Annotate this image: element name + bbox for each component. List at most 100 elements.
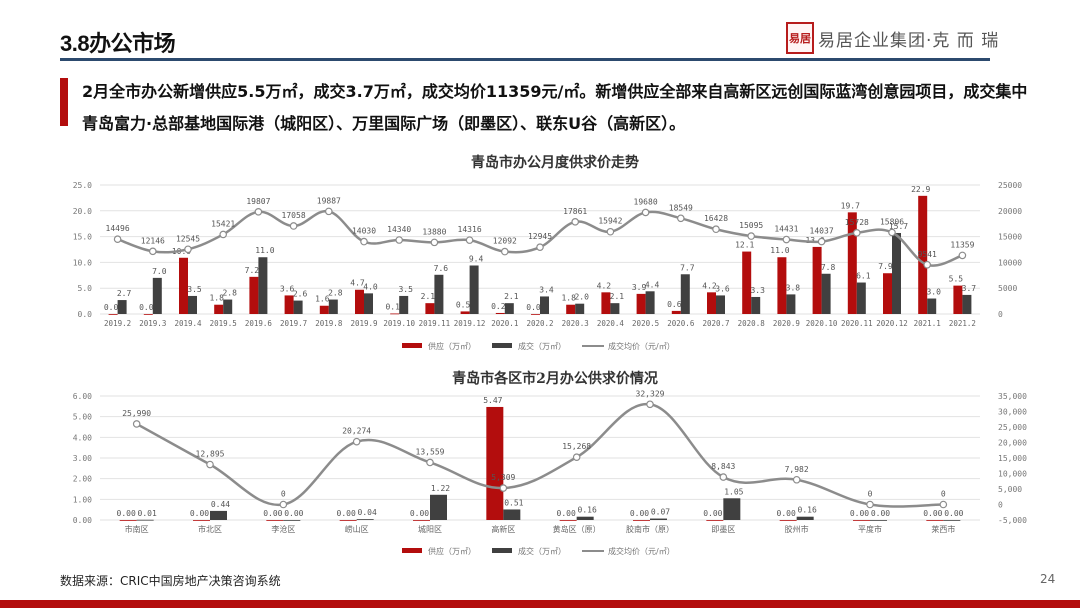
label-price: 15942 <box>598 217 622 226</box>
label-price: 13,559 <box>416 447 445 456</box>
y-tick-left: 3.00 <box>73 454 92 463</box>
price-marker <box>499 484 508 492</box>
label-deal: 2.1 <box>504 292 519 301</box>
y-tick-right: 15,000 <box>998 454 1027 463</box>
bar-deal <box>751 296 761 314</box>
legend-label: 成交（万㎡） <box>518 546 566 556</box>
y-tick-right: 15000 <box>998 233 1022 242</box>
label-deal: 4.0 <box>363 282 378 291</box>
bar-deal <box>796 516 814 520</box>
bar-deal <box>434 274 444 314</box>
bar-supply <box>779 520 797 521</box>
label-deal: 3.6 <box>715 284 730 293</box>
bar-deal <box>786 294 796 314</box>
legend-label: 成交（万㎡） <box>518 341 566 351</box>
price-marker <box>465 236 474 244</box>
bar-supply <box>413 520 430 521</box>
bar-supply <box>812 246 822 314</box>
label-deal: 7.8 <box>821 263 836 272</box>
bar-supply <box>355 289 364 314</box>
label-supply: 0.00 <box>557 509 576 518</box>
x-tick: 2019.12 <box>454 319 486 328</box>
chart-district-plot: 0.00 1.00 2.00 3.00 4.00 5.00 6.00 -5,000 0 5,000… <box>73 389 1027 556</box>
label-deal: 0.44 <box>211 500 230 509</box>
x-tick: 高新区 <box>491 524 515 534</box>
label-deal: 2.7 <box>117 289 132 298</box>
y-tick-left: 0.00 <box>73 516 92 525</box>
x-tick: 2019.11 <box>419 319 451 328</box>
label-price: 19807 <box>246 197 270 206</box>
label-supply: 2.1 <box>421 292 436 301</box>
footer-bar <box>0 600 1080 608</box>
x-tick: 市北区 <box>198 524 222 534</box>
price-marker <box>792 475 801 484</box>
label-deal: 2.0 <box>574 293 589 302</box>
label-supply: 1.8 <box>209 294 224 303</box>
label-supply: 0.0 <box>139 303 154 312</box>
summary-text: 2月全市办公新增供应5.5万㎡，成交3.7万㎡，成交均价11359元/㎡。新增供… <box>82 82 1028 133</box>
legend-label: 成交均价（元/㎡） <box>608 546 675 556</box>
label-price: 0 <box>941 490 946 499</box>
bar-deal <box>650 518 667 520</box>
label-deal: 2.1 <box>610 292 625 301</box>
price-marker <box>571 218 580 226</box>
label-price: 12,895 <box>196 450 225 459</box>
bar-deal <box>504 303 514 314</box>
x-tick: 2021.1 <box>914 319 941 328</box>
price-marker <box>289 222 298 230</box>
bar-supply <box>460 311 470 314</box>
bar-deal <box>503 509 521 520</box>
bar-deal <box>188 295 197 314</box>
bar-deal <box>576 516 594 520</box>
label-supply: 5.5 <box>949 275 964 284</box>
label-deal: 3.0 <box>926 288 941 297</box>
label-deal: 3.3 <box>750 286 765 295</box>
label-deal: 1.22 <box>431 484 450 493</box>
brand-seal-icon: 易居 <box>786 22 814 54</box>
bar-deal <box>210 510 227 520</box>
label-supply: 0.0 <box>104 303 119 312</box>
page-number: 24 <box>1040 572 1056 586</box>
bar-deal <box>223 299 233 314</box>
label-deal: 3.5 <box>187 285 202 294</box>
label-supply: 0.00 <box>777 509 796 518</box>
x-tick: 即墨区 <box>711 525 735 534</box>
bar-deal <box>117 300 127 314</box>
label-deal: 7.6 <box>434 264 449 273</box>
y-tick-right: 35,000 <box>998 392 1027 401</box>
label-price: 18549 <box>669 203 693 212</box>
label-deal: 2.8 <box>222 289 237 298</box>
label-supply: 3.6 <box>280 284 295 293</box>
label-price: 14431 <box>774 225 798 234</box>
price-marker <box>641 208 650 217</box>
label-supply: 0.00 <box>117 509 136 518</box>
price-marker <box>852 229 861 237</box>
bar-deal <box>962 294 972 314</box>
bar-supply <box>486 406 504 520</box>
label-price: 0 <box>868 490 873 499</box>
x-tick: 2020.12 <box>876 319 908 328</box>
price-marker <box>184 245 192 254</box>
y-tick-left: 15.0 <box>73 233 92 242</box>
bar-supply <box>531 314 540 315</box>
y-tick-right: 30,000 <box>998 408 1027 417</box>
label-supply: 12.1 <box>735 241 754 250</box>
price-marker <box>536 243 544 252</box>
label-price: 14037 <box>810 227 834 236</box>
y-tick-right: 0 <box>998 310 1003 319</box>
bar-deal <box>469 265 479 314</box>
label-supply: 22.9 <box>911 185 930 194</box>
x-tick: 2020.2 <box>526 319 553 328</box>
label-deal: 11.0 <box>255 246 274 255</box>
bar-supply <box>883 273 892 314</box>
y-tick-right: 25000 <box>998 181 1022 190</box>
price-line <box>136 403 944 508</box>
price-marker <box>923 260 932 269</box>
legend-swatch-deal <box>492 548 512 553</box>
x-tick: 2019.7 <box>280 319 307 328</box>
bar-deal <box>430 494 447 520</box>
price-marker <box>712 225 720 234</box>
x-tick: 城阳区 <box>418 525 442 534</box>
bar-supply <box>179 257 188 314</box>
label-deal: 0.04 <box>358 508 377 517</box>
